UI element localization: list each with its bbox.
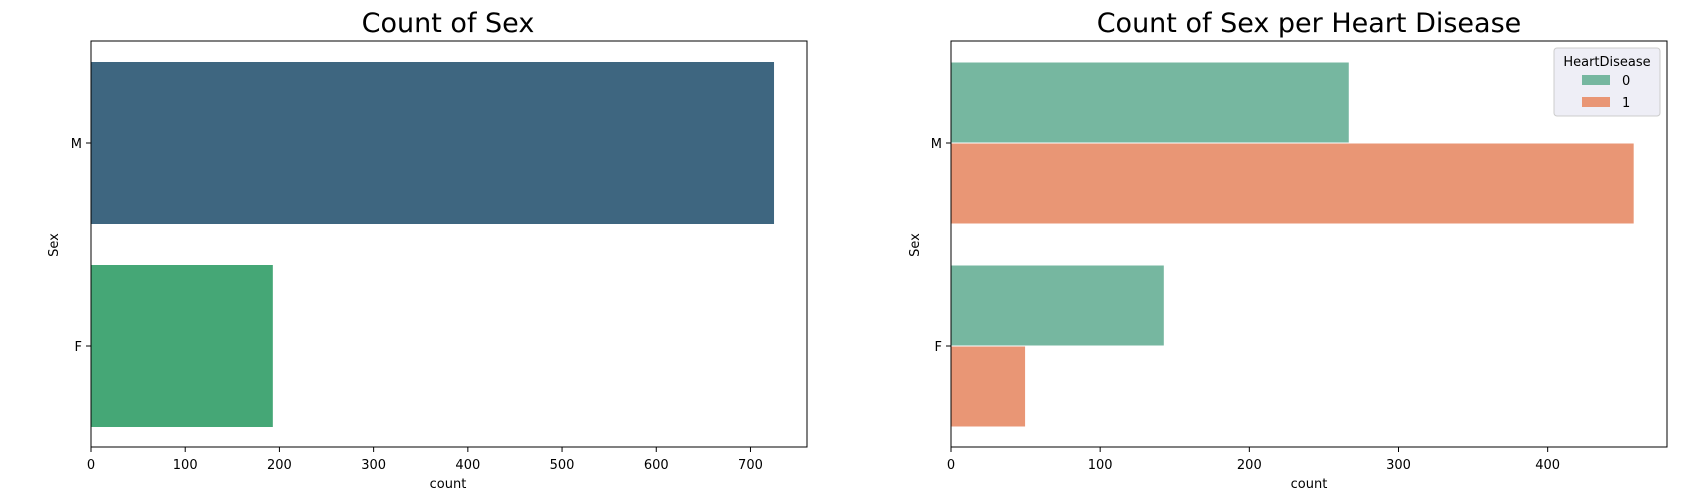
chart-2-y-tick-label: F — [935, 340, 942, 355]
chart-2-y-axis-label: Sex — [908, 233, 923, 257]
chart-2-title: Count of Sex per Heart Disease — [1097, 8, 1522, 39]
chart-count-of-sex-per-heart-disease: Count of Sex per Heart Disease Sex count… — [908, 8, 1668, 491]
chart-1-y-tick-label: F — [75, 340, 82, 355]
chart-1-x-tick-label: 700 — [738, 458, 763, 473]
chart-1-plot-frame — [90, 40, 808, 448]
chart-1-x-tick-label: 100 — [173, 458, 198, 473]
legend-swatch-1 — [1582, 97, 1610, 107]
chart-2-x-tick-label: 0 — [947, 458, 955, 473]
chart-2-bars — [950, 61, 1635, 428]
chart-2-x-tick-label: 100 — [1088, 458, 1113, 473]
chart-2-x-tick-label: 200 — [1237, 458, 1262, 473]
legend-swatch-0 — [1582, 75, 1610, 85]
bar-m — [91, 62, 775, 224]
legend-label-1: 1 — [1622, 96, 1630, 111]
chart-1-x-tick-label: 200 — [267, 458, 292, 473]
chart-1-y-tick-label: M — [71, 137, 82, 152]
chart-1-x-tick-label: 300 — [361, 458, 386, 473]
chart-1-bars — [91, 62, 775, 427]
chart-1-x-tick-label: 600 — [644, 458, 669, 473]
chart-2-x-tick-label: 300 — [1386, 458, 1411, 473]
chart-1-x-tick-label: 0 — [87, 458, 95, 473]
legend-label-0: 0 — [1622, 74, 1630, 89]
bar-f — [91, 265, 273, 427]
chart-1-y-axis-label: Sex — [47, 233, 62, 257]
legend-title: HeartDisease — [1563, 55, 1650, 70]
bar-f-heartdisease-1 — [950, 345, 1027, 428]
bar-m-heartdisease-0 — [950, 61, 1350, 144]
chart-2-legend: HeartDisease 0 1 — [1553, 47, 1661, 117]
chart-1-x-tick-label: 400 — [455, 458, 480, 473]
chart-2-ticks: 0 100 200 300 400 M F — [931, 137, 1560, 473]
chart-2-x-tick-label: 400 — [1535, 458, 1560, 473]
chart-1-x-axis-label: count — [430, 477, 467, 491]
chart-2-y-tick-label: M — [931, 137, 942, 152]
chart-1-x-tick-label: 500 — [550, 458, 575, 473]
chart-1-ticks: 0 100 200 300 400 500 600 700 M F — [71, 137, 763, 473]
bar-f-heartdisease-0 — [950, 264, 1165, 347]
chart-1-title: Count of Sex — [362, 8, 535, 39]
chart-2-x-axis-label: count — [1291, 477, 1328, 491]
chart-count-of-sex: Count of Sex Sex count 0 100 200 300 400 500 6… — [47, 8, 808, 491]
chart-2-plot-frame — [950, 40, 1668, 448]
bar-m-heartdisease-1 — [950, 142, 1635, 225]
